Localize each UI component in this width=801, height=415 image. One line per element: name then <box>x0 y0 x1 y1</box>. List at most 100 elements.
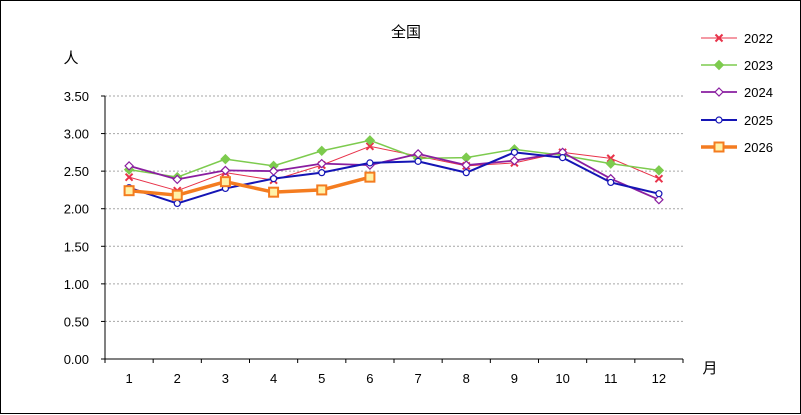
y-tick-label: 3.50 <box>64 89 89 104</box>
y-tick-label: 2.00 <box>64 202 89 217</box>
series-line-2022 <box>128 145 660 192</box>
marker-shape <box>316 145 327 157</box>
marker-shape <box>219 176 231 188</box>
legend-label: 2025 <box>744 113 773 128</box>
marker-shape <box>364 135 376 146</box>
data-point-2023 <box>220 153 231 165</box>
legend-item-2026: 2026 <box>701 140 773 155</box>
data-point-2026 <box>219 176 231 188</box>
marker-shape <box>316 184 328 196</box>
legend-label: 2024 <box>744 85 773 100</box>
marker-shape <box>269 175 278 183</box>
legend-marker <box>715 116 723 124</box>
x-tick-label: 10 <box>555 371 569 386</box>
data-point-2026 <box>123 185 135 197</box>
data-point-2024 <box>172 174 183 185</box>
data-point-2025 <box>318 169 326 177</box>
marker-shape <box>714 87 724 97</box>
marker-shape <box>220 153 231 165</box>
data-point-2025 <box>558 154 567 162</box>
marker-stroke <box>654 174 664 183</box>
data-point-2024 <box>268 166 279 176</box>
marker-shape <box>605 158 616 169</box>
data-point-2025 <box>655 190 663 198</box>
data-point-2023 <box>316 145 327 157</box>
y-tick-label: 2.50 <box>64 164 89 179</box>
x-tick-label: 6 <box>366 371 373 386</box>
legend: 2022 2023 2024 2025 2026 <box>701 31 773 155</box>
data-point-2024 <box>509 155 520 166</box>
marker-shape <box>558 154 567 162</box>
data-point-2024 <box>220 165 231 176</box>
marker-shape <box>220 165 231 176</box>
legend-marker <box>714 33 724 43</box>
marker-shape <box>268 186 280 198</box>
plot-area: 3.503.002.502.001.501.000.500.001 2 3 4 5 6 7 8… <box>64 89 684 386</box>
marker-shape <box>713 141 725 153</box>
x-tick-label: 4 <box>270 371 277 386</box>
legend-marker <box>713 59 725 71</box>
marker-shape <box>510 148 519 156</box>
x-tick-label: 5 <box>318 371 325 386</box>
x-tick-label: 7 <box>414 371 421 386</box>
marker-stroke <box>606 154 615 163</box>
data-point-2022 <box>654 174 664 183</box>
data-point-2022 <box>365 142 375 151</box>
x-axis-label: 月 <box>702 360 717 377</box>
legend-marker <box>714 87 724 97</box>
marker-shape <box>653 165 665 176</box>
data-point-2024 <box>124 161 134 171</box>
y-tick-label: 0.50 <box>64 314 89 329</box>
x-tick-label: 1 <box>125 371 132 386</box>
legend-item-2024: 2024 <box>701 85 773 100</box>
marker-shape <box>607 178 615 187</box>
x-tick-label: 9 <box>511 371 518 386</box>
data-point-2022 <box>606 154 615 163</box>
marker-shape <box>172 174 183 185</box>
data-point-2024 <box>316 158 327 169</box>
marker-shape <box>316 158 327 169</box>
data-point-2023 <box>364 135 376 146</box>
legend-label: 2026 <box>744 140 773 155</box>
data-point-2026 <box>268 186 280 198</box>
data-point-2025 <box>366 159 374 167</box>
legend-marker <box>713 141 725 153</box>
marker-shape <box>318 169 326 177</box>
legend-item-2025: 2025 <box>701 113 773 128</box>
marker-shape <box>268 166 279 176</box>
chart-title: 全国 <box>391 23 421 41</box>
marker-shape <box>713 59 725 71</box>
marker-shape <box>366 159 374 167</box>
marker-stroke <box>714 33 724 43</box>
data-point-2025 <box>269 175 278 183</box>
marker-shape <box>171 189 183 201</box>
data-point-2023 <box>605 158 616 169</box>
marker-shape <box>655 190 663 198</box>
marker-shape <box>123 185 135 197</box>
data-point-2025 <box>510 148 519 156</box>
marker-shape <box>124 161 134 171</box>
y-tick-label: 3.00 <box>64 127 89 142</box>
legend-item-2022: 2022 <box>701 31 773 46</box>
series-line-2024 <box>128 151 660 201</box>
series-line-2025 <box>128 151 660 205</box>
data-point-2026 <box>364 171 376 183</box>
marker-shape <box>173 199 181 208</box>
legend-label: 2023 <box>744 58 773 73</box>
x-tick-label: 8 <box>463 371 470 386</box>
y-tick-label: 0.00 <box>64 352 89 367</box>
y-tick-label: 1.00 <box>64 277 89 292</box>
marker-stroke <box>124 172 134 182</box>
data-point-2025 <box>414 157 422 165</box>
y-axis-label: 人 <box>63 50 78 67</box>
data-point-2023 <box>653 165 665 176</box>
data-point-2025 <box>607 178 615 187</box>
data-point-2026 <box>316 184 328 196</box>
marker-shape <box>414 157 422 165</box>
x-tick-label: 12 <box>652 371 666 386</box>
marker-shape <box>364 171 376 183</box>
y-tick-label: 1.50 <box>64 239 89 254</box>
x-tick-label: 11 <box>604 371 618 386</box>
